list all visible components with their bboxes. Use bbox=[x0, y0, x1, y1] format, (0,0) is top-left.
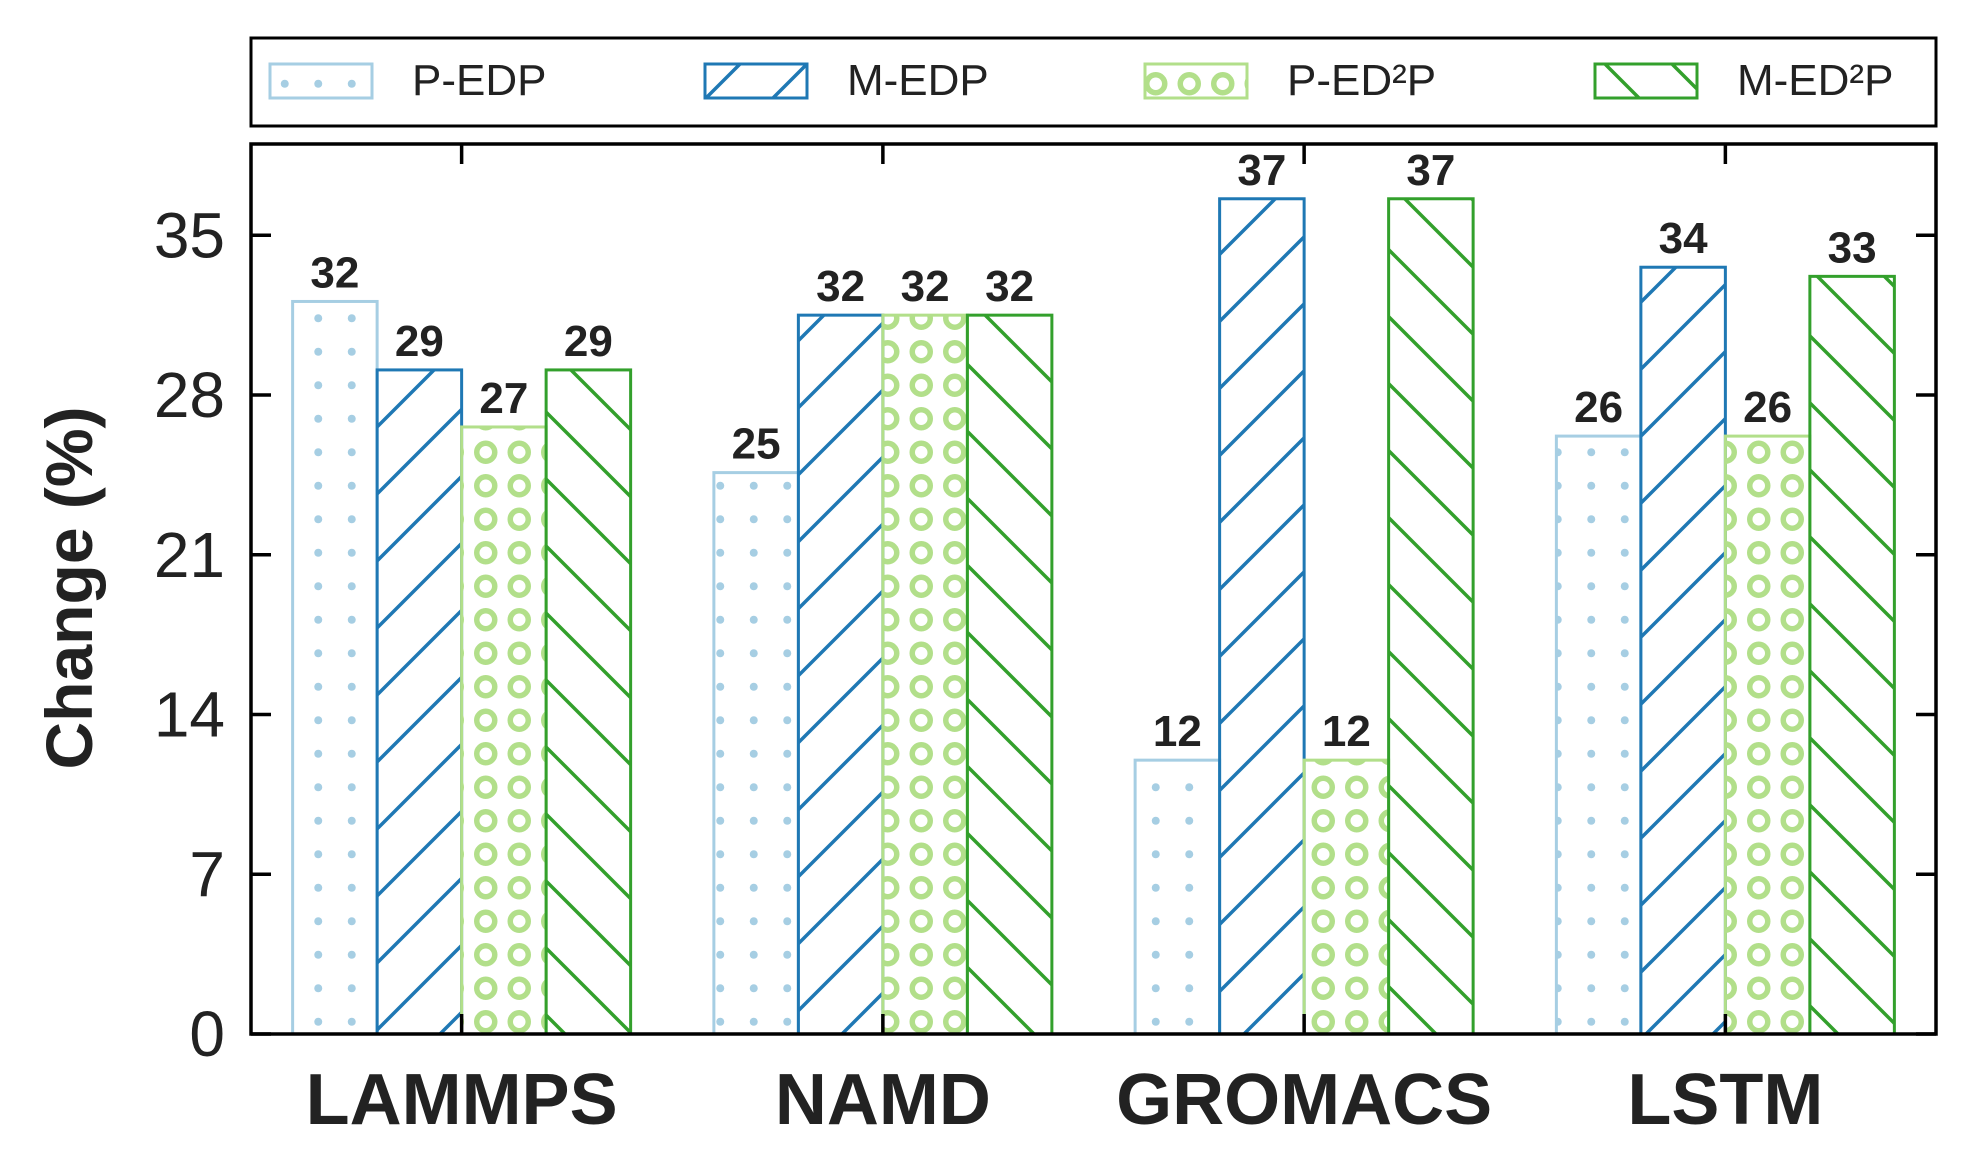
y-tick-label-28: 28 bbox=[154, 359, 225, 431]
value-label-lstm-p-ed2p: 26 bbox=[1743, 383, 1792, 432]
value-label-lammps-p-edp: 32 bbox=[310, 248, 359, 297]
value-label-lstm-p-edp: 26 bbox=[1574, 383, 1623, 432]
bar-lammps-m-ed2p bbox=[544, 368, 633, 1036]
legend-swatch-p-edp bbox=[268, 62, 374, 100]
value-label-namd-m-edp: 32 bbox=[816, 262, 865, 311]
bar-lammps-p-ed2p bbox=[460, 425, 548, 1036]
legend-label-m-ed2p: M-ED²P bbox=[1737, 56, 1893, 105]
x-tick-label-lammps: LAMMPS bbox=[306, 1060, 618, 1140]
y-tick-label-7: 7 bbox=[189, 838, 225, 910]
bar-lstm-p-ed2p bbox=[1723, 434, 1812, 1036]
bar-namd-p-edp bbox=[712, 471, 800, 1036]
bars-group bbox=[291, 197, 1896, 1036]
y-tick-label-0: 0 bbox=[189, 998, 225, 1070]
value-label-gromacs-m-ed2p: 37 bbox=[1406, 146, 1455, 195]
value-label-gromacs-p-ed2p: 12 bbox=[1322, 707, 1371, 756]
bar-lstm-p-edp bbox=[1554, 434, 1643, 1036]
y-tick-label-35: 35 bbox=[154, 199, 225, 271]
bar-gromacs-m-ed2p bbox=[1387, 197, 1475, 1036]
x-tick-label-namd: NAMD bbox=[775, 1060, 991, 1140]
value-label-namd-m-ed2p: 32 bbox=[985, 262, 1034, 311]
legend-label-p-edp: P-EDP bbox=[412, 56, 546, 105]
bar-lstm-m-ed2p bbox=[1808, 274, 1896, 1036]
axes-group: LAMMPS NAMD GROMACS LSTM 0 7 14 21 28 35 bbox=[154, 144, 1936, 1140]
legend-swatch-p-ed2p bbox=[1143, 62, 1249, 100]
bar-gromacs-p-ed2p bbox=[1302, 758, 1391, 1036]
bar-gromacs-p-edp bbox=[1133, 758, 1222, 1036]
value-label-namd-p-edp: 25 bbox=[732, 420, 781, 469]
value-label-lammps-m-edp: 29 bbox=[395, 317, 444, 366]
bar-namd-m-edp bbox=[796, 313, 885, 1036]
value-label-lammps-p-ed2p: 27 bbox=[479, 374, 528, 423]
x-tick-label-gromacs: GROMACS bbox=[1116, 1060, 1492, 1140]
bar-namd-m-ed2p bbox=[965, 313, 1054, 1036]
y-tick-label-14: 14 bbox=[154, 679, 225, 751]
legend-swatch-m-edp bbox=[703, 62, 809, 100]
legend-swatch-m-ed2p bbox=[1593, 62, 1699, 100]
legend-label-p-ed2p: P-ED²P bbox=[1287, 56, 1436, 105]
value-label-namd-p-ed2p: 32 bbox=[901, 262, 950, 311]
value-label-lstm-m-ed2p: 33 bbox=[1828, 223, 1877, 272]
y-axis-label: Change (%) bbox=[32, 407, 106, 770]
bar-lammps-p-edp bbox=[291, 299, 379, 1036]
legend-label-m-edp: M-EDP bbox=[847, 56, 989, 105]
x-tick-label-lstm: LSTM bbox=[1627, 1060, 1823, 1140]
value-label-lammps-m-ed2p: 29 bbox=[564, 317, 613, 366]
value-label-lstm-m-edp: 34 bbox=[1659, 214, 1708, 263]
value-labels-group: 32 29 27 29 25 32 32 32 12 37 12 37 26 34 26 33 bbox=[310, 146, 1876, 756]
bar-gromacs-m-edp bbox=[1218, 197, 1306, 1036]
bar-lammps-m-edp bbox=[375, 368, 464, 1036]
y-tick-label-21: 21 bbox=[154, 519, 225, 591]
bar-namd-p-ed2p bbox=[881, 313, 969, 1036]
plot-frame bbox=[249, 142, 1938, 1036]
value-label-gromacs-p-edp: 12 bbox=[1153, 707, 1202, 756]
bar-lstm-m-edp bbox=[1639, 265, 1727, 1036]
legend: P-EDP M-EDP P-ED²P M-ED²P bbox=[249, 36, 1938, 128]
value-label-gromacs-m-edp: 37 bbox=[1237, 146, 1286, 195]
